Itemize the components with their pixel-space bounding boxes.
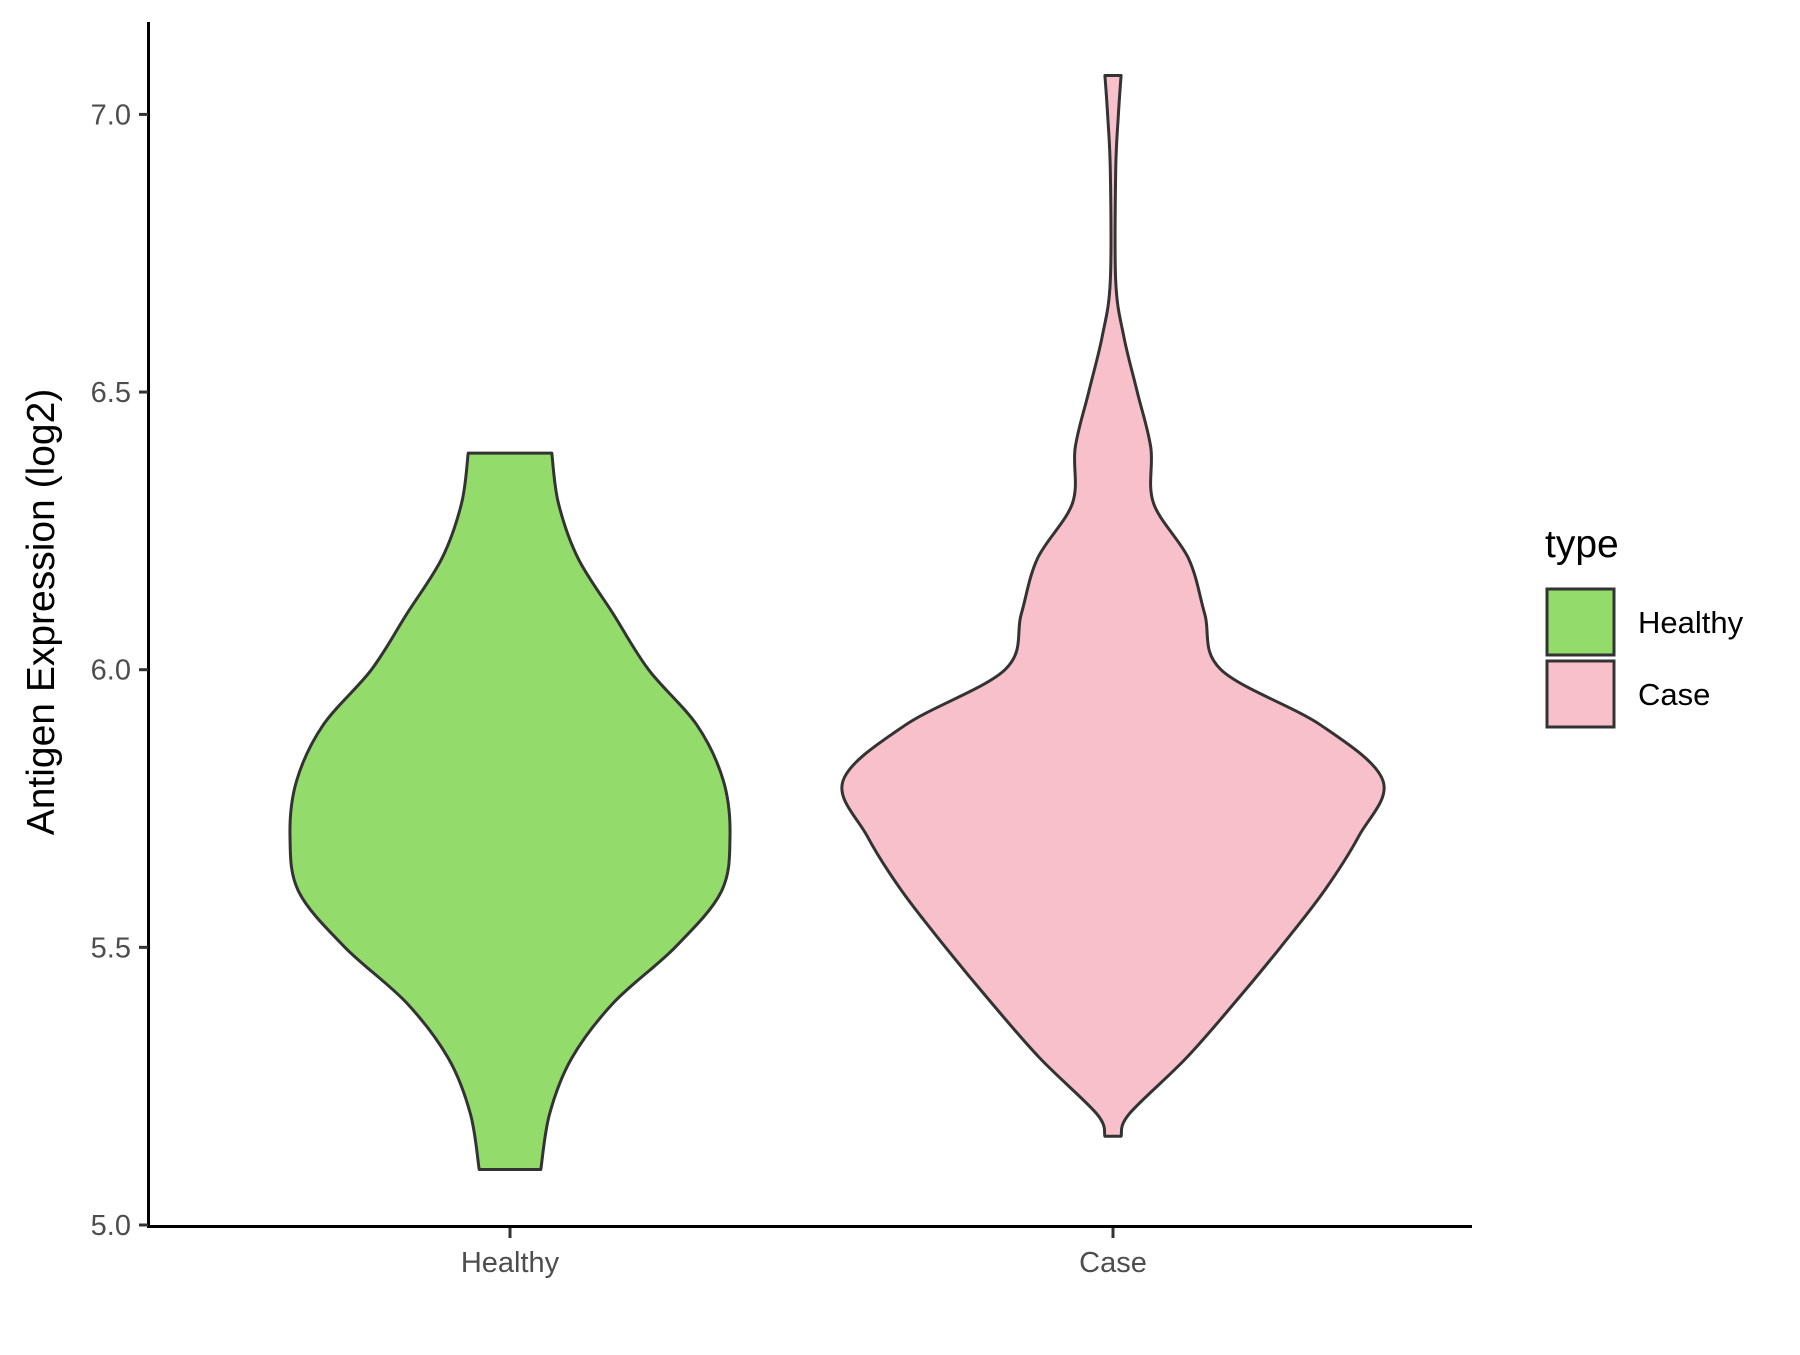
legend-label-case: Case <box>1638 677 1710 712</box>
y-tick-label: 6.0 <box>91 655 131 687</box>
x-axis-ticks: Healthy Case <box>461 1228 1147 1279</box>
violin-case <box>840 74 1386 1138</box>
legend-key-case <box>1545 659 1616 729</box>
y-tick-label: 5.0 <box>91 1210 131 1242</box>
legend-label-healthy: Healthy <box>1638 605 1744 640</box>
legend-title: type <box>1545 523 1619 566</box>
violin-healthy <box>288 451 732 1171</box>
legend: type Healthy Case <box>1545 523 1744 729</box>
x-tick-label-case: Case <box>1079 1247 1147 1279</box>
y-tick-label: 5.5 <box>91 932 131 964</box>
x-tick-label-healthy: Healthy <box>461 1247 560 1279</box>
y-tick-label: 7.0 <box>91 99 131 131</box>
y-axis-title: Antigen Expression (log2) <box>20 389 63 836</box>
y-tick-label: 6.5 <box>91 377 131 409</box>
legend-key-healthy <box>1545 587 1616 657</box>
violin-layer <box>288 74 1386 1171</box>
y-axis-ticks: 5.0 5.5 6.0 6.5 7.0 <box>91 99 148 1242</box>
